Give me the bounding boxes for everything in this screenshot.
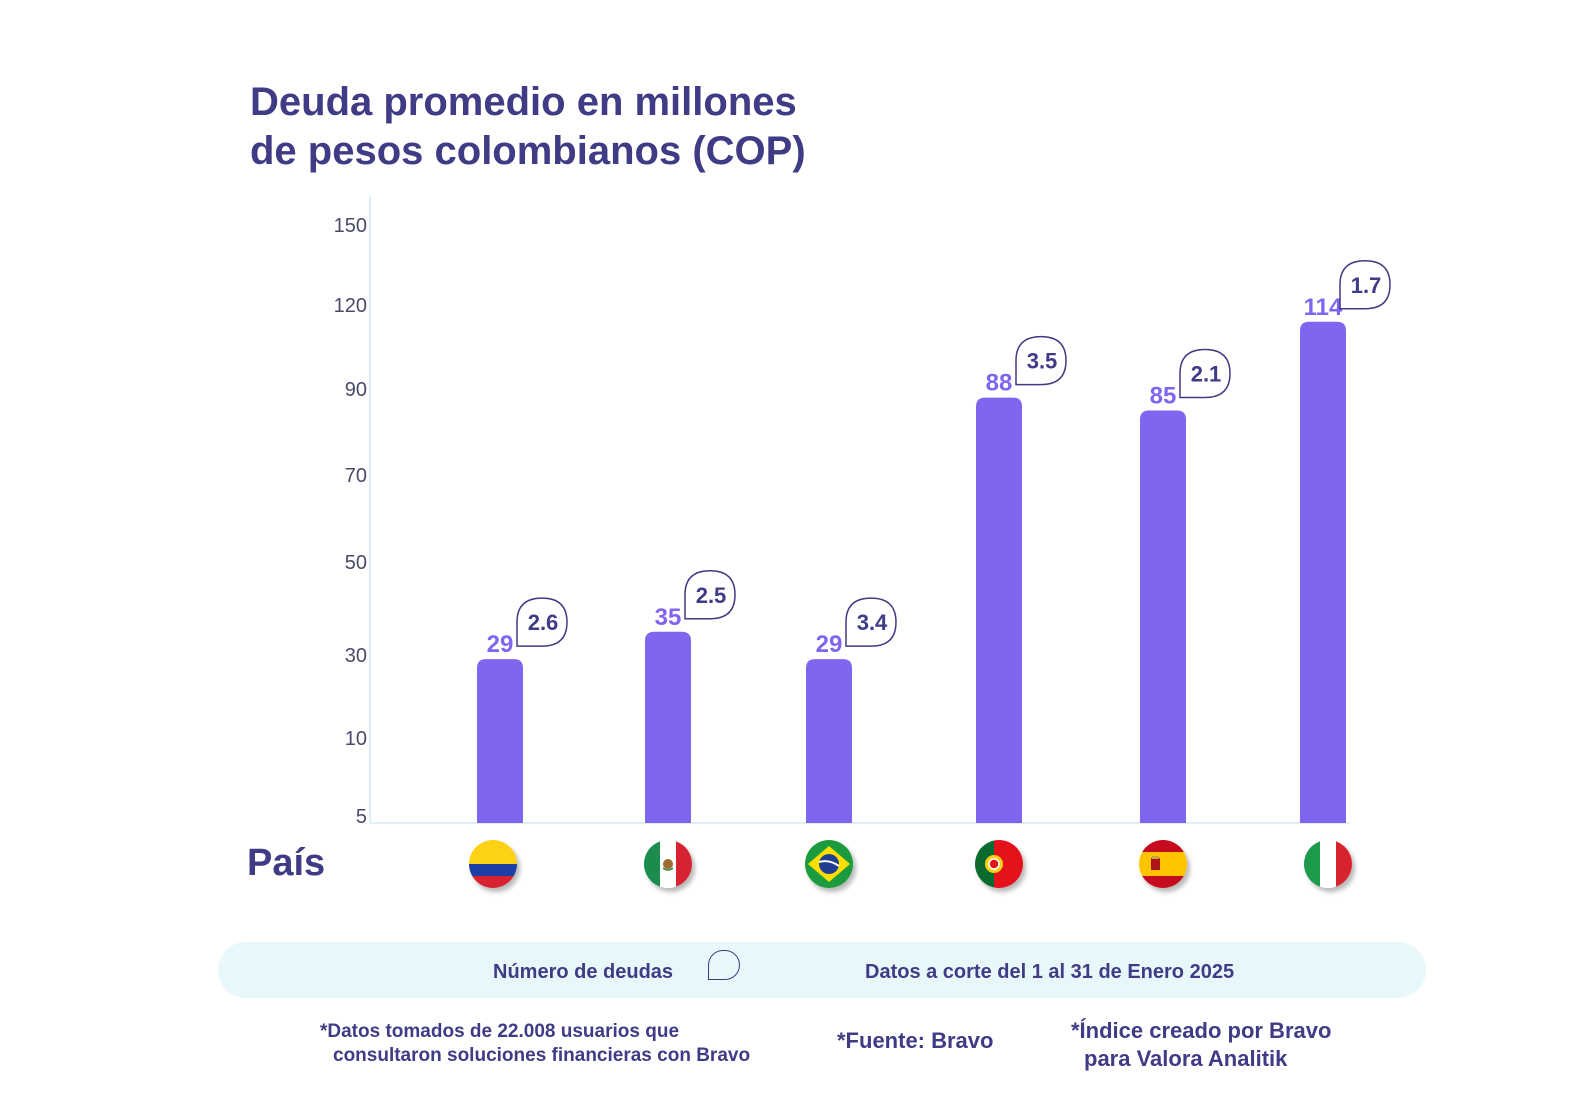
bar-chart: 5 10 30 50 70 90 120 150 29 2.6 35 2.5 29 3.4 88 3.5 85 2…	[334, 195, 1391, 828]
y-tick-label: 10	[345, 728, 367, 750]
title-line-2: de pesos colombianos (COP)	[250, 129, 806, 173]
colombia-flag-icon	[469, 840, 517, 888]
users-note: *Datos tomados de 22.008 usuarios que co…	[320, 1020, 750, 1068]
y-tick-label: 30	[345, 645, 367, 667]
x-axis-label: País	[247, 842, 326, 884]
bar-value-label: 29	[816, 631, 843, 658]
date-note: Datos a corte del 1 al 31 de Enero 2025	[865, 961, 1235, 983]
brazil-flag-icon	[805, 840, 853, 888]
portugal-flag-icon	[975, 840, 1023, 888]
title-line-1: Deuda promedio en millones	[250, 80, 797, 124]
bar	[1140, 410, 1186, 823]
debt-count-label: 1.7	[1351, 273, 1382, 298]
bar-value-label: 85	[1150, 383, 1177, 410]
y-tick-label: 120	[334, 295, 367, 317]
source-note: *Fuente: Bravo	[837, 1028, 994, 1053]
legend-band	[218, 942, 1426, 998]
debt-count-bubble	[684, 569, 736, 620]
index-note-line-2: para Valora Analitik	[1084, 1046, 1288, 1071]
index-note-line-1: *Índice creado por Bravo	[1071, 1018, 1332, 1043]
bar	[976, 397, 1022, 823]
bar	[806, 659, 852, 823]
users-note-line-1: *Datos tomados de 22.008 usuarios que	[320, 1021, 680, 1042]
bar	[477, 659, 523, 823]
y-tick-label: 70	[345, 465, 367, 487]
bar-value-label: 114	[1304, 294, 1343, 321]
speech-bubble-icon	[708, 950, 740, 980]
bar	[1300, 321, 1346, 823]
debt-count-bubble	[1339, 260, 1391, 310]
y-tick-label: 90	[345, 379, 367, 401]
y-tick-label: 50	[345, 552, 367, 574]
bar-value-label: 88	[986, 370, 1013, 397]
y-tick-label: 150	[334, 215, 367, 237]
debt-count-bubble	[1015, 335, 1067, 386]
debt-count-bubble	[1179, 348, 1231, 399]
italy-flag-icon	[1304, 840, 1352, 888]
debt-count-label: 2.6	[528, 610, 559, 635]
bar-value-label: 29	[487, 631, 514, 658]
debt-count-bubble	[516, 597, 568, 647]
debt-count-label: 2.1	[1191, 362, 1222, 387]
debt-count-label: 2.5	[696, 583, 727, 608]
debt-count-bubble	[845, 597, 897, 647]
mexico-flag-icon	[644, 840, 692, 888]
spain-flag-icon	[1139, 840, 1187, 888]
bar	[645, 631, 691, 823]
bar-value-label: 35	[655, 604, 682, 631]
chart-title: Deuda promedio en millones de pesos colo…	[250, 78, 950, 176]
debt-count-label: 3.5	[1027, 349, 1058, 374]
debt-count-label: 3.4	[857, 610, 888, 635]
users-note-line-2: consultaron soluciones financieras con B…	[333, 1045, 751, 1066]
legend-label: Número de deudas	[493, 961, 674, 983]
index-note: *Índice creado por Bravo para Valora Ana…	[1071, 1017, 1331, 1073]
y-tick-label: 5	[356, 806, 367, 828]
